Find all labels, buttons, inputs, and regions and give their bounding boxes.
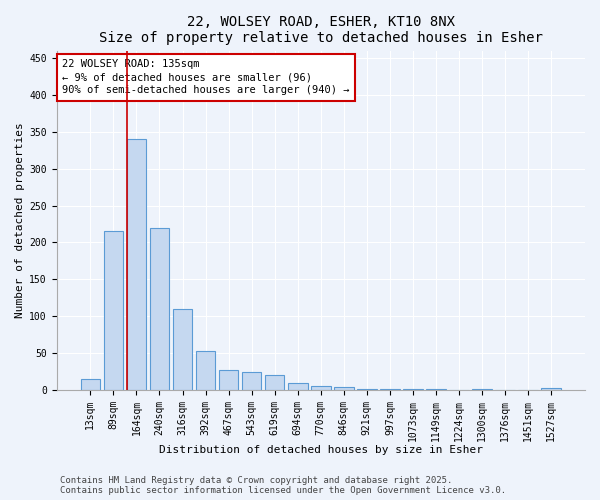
Bar xyxy=(380,388,400,390)
Bar xyxy=(104,232,123,390)
Bar xyxy=(472,389,492,390)
Bar xyxy=(403,389,423,390)
Bar xyxy=(426,389,446,390)
Bar xyxy=(219,370,238,390)
Title: 22, WOLSEY ROAD, ESHER, KT10 8NX
Size of property relative to detached houses in: 22, WOLSEY ROAD, ESHER, KT10 8NX Size of… xyxy=(99,15,542,45)
Bar xyxy=(541,388,561,390)
Text: 22 WOLSEY ROAD: 135sqm
← 9% of detached houses are smaller (96)
90% of semi-deta: 22 WOLSEY ROAD: 135sqm ← 9% of detached … xyxy=(62,59,349,96)
Bar xyxy=(80,379,100,390)
Bar xyxy=(149,228,169,390)
Bar xyxy=(196,351,215,390)
Bar xyxy=(334,387,353,390)
Y-axis label: Number of detached properties: Number of detached properties xyxy=(15,122,25,318)
Bar xyxy=(173,309,192,390)
X-axis label: Distribution of detached houses by size in Esher: Distribution of detached houses by size … xyxy=(159,445,483,455)
Bar xyxy=(242,372,262,390)
Bar xyxy=(357,388,377,390)
Bar xyxy=(127,139,146,390)
Text: Contains HM Land Registry data © Crown copyright and database right 2025.
Contai: Contains HM Land Registry data © Crown c… xyxy=(60,476,506,495)
Bar xyxy=(288,382,308,390)
Bar xyxy=(311,386,331,390)
Bar xyxy=(265,375,284,390)
